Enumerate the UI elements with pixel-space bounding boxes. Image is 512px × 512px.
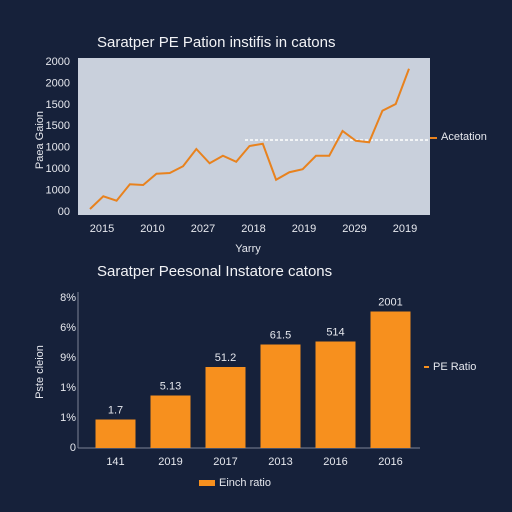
x-tick-label: 2016 — [323, 456, 347, 468]
y-tick-label: 1% — [60, 382, 76, 394]
legend-swatch — [199, 480, 215, 486]
y-tick-label: 8% — [60, 292, 76, 304]
x-tick-label: 2015 — [90, 223, 114, 235]
annotation-text: Acetation — [441, 131, 487, 143]
x-axis-label: Yarry — [235, 243, 261, 255]
x-tick-label: 2029 — [342, 223, 366, 235]
x-tick-label: 2013 — [268, 456, 292, 468]
plot-area — [78, 58, 430, 215]
y-tick-label: 9% — [60, 352, 76, 364]
y-tick-label: 1000 — [46, 142, 70, 154]
x-tick-label: 2019 — [393, 223, 417, 235]
x-tick-label: 2010 — [140, 223, 164, 235]
x-tick-label: 141 — [106, 456, 124, 468]
line-series — [89, 68, 410, 210]
x-tick-label: 2018 — [241, 223, 265, 235]
bar — [95, 419, 136, 448]
chart-title: Saratper PE Pation instifis in catons — [97, 34, 335, 51]
y-axis-label: Paea Gaion — [34, 111, 46, 169]
x-tick-label: 2016 — [378, 456, 402, 468]
y-tick-label: 1% — [60, 412, 76, 424]
y-axis-label: Pste cleion — [34, 345, 46, 399]
chart-title: Saratper Peesonal Instatore catons — [97, 263, 332, 280]
bar-label: 1.7 — [108, 404, 123, 416]
y-tick-label: 2000 — [46, 56, 70, 68]
y-tick-label: 0 — [70, 442, 76, 454]
bar-label: 514 — [326, 326, 344, 338]
x-tick-label: 2027 — [191, 223, 215, 235]
bar — [370, 311, 411, 448]
bar-label: 2001 — [378, 296, 402, 308]
legend-label: PE Ratio — [433, 361, 476, 373]
bar — [315, 341, 356, 448]
x-tick-label: 2019 — [158, 456, 182, 468]
bar-label: 51.2 — [215, 352, 236, 364]
bar — [260, 344, 301, 448]
x-tick-label: 2019 — [292, 223, 316, 235]
y-tick-label: 1500 — [46, 120, 70, 132]
bar-label: 5.13 — [160, 380, 181, 392]
bar — [205, 367, 246, 448]
legend-label: Einch ratio — [219, 477, 271, 489]
y-tick-label: 1000 — [46, 184, 70, 196]
bar-label: 61.5 — [270, 329, 291, 341]
y-tick-label: 1500 — [46, 99, 70, 111]
y-tick-label: 1000 — [46, 163, 70, 175]
y-tick-label: 2000 — [46, 77, 70, 89]
y-tick-label: 00 — [58, 206, 70, 218]
y-tick-label: 6% — [60, 322, 76, 334]
bar — [150, 395, 191, 448]
x-tick-label: 2017 — [213, 456, 237, 468]
